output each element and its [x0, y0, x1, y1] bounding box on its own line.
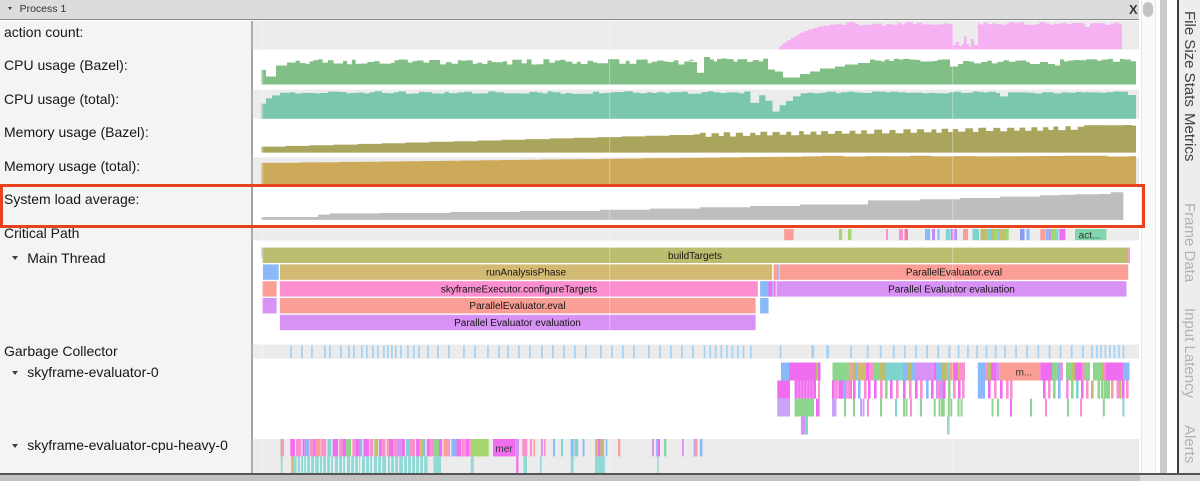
svg-text:m...: m...: [1016, 367, 1033, 378]
svg-text:buildTargets: buildTargets: [668, 251, 722, 262]
svg-text:runAnalysisPhase: runAnalysisPhase: [486, 268, 566, 279]
svg-text:Parallel Evaluator evaluation: Parallel Evaluator evaluation: [888, 284, 1015, 295]
svg-text:Parallel Evaluator evaluation: Parallel Evaluator evaluation: [454, 318, 581, 329]
svg-text:ParallelEvaluator.eval: ParallelEvaluator.eval: [906, 268, 1002, 279]
svg-text:mer: mer: [495, 444, 513, 455]
svg-text:act...: act...: [1079, 230, 1101, 241]
svg-text:ParallelEvaluator.eval: ParallelEvaluator.eval: [469, 301, 565, 312]
svg-text:skyframeExecutor.configureTarg: skyframeExecutor.configureTargets: [441, 284, 597, 295]
